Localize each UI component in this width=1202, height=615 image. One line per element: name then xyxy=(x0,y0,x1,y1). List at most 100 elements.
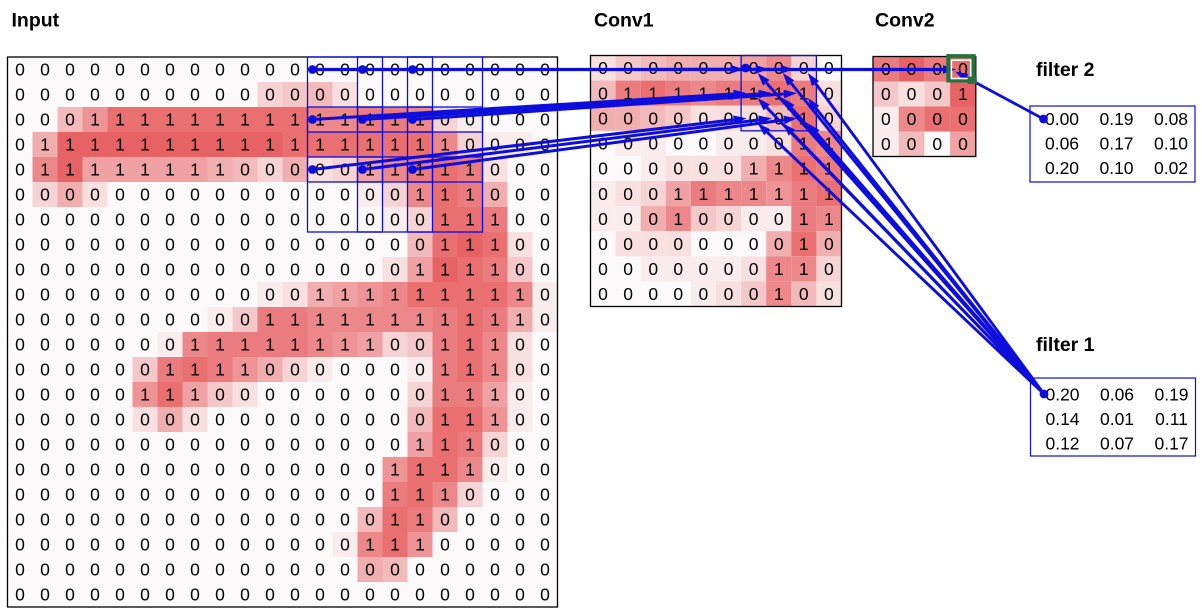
svg-text:0: 0 xyxy=(40,85,50,105)
svg-text:0: 0 xyxy=(340,160,350,180)
svg-text:1: 1 xyxy=(465,360,475,380)
svg-text:Conv2: Conv2 xyxy=(875,10,935,32)
svg-text:0: 0 xyxy=(40,285,50,305)
svg-text:0: 0 xyxy=(240,260,250,280)
svg-text:0: 0 xyxy=(515,185,525,205)
svg-text:0: 0 xyxy=(140,60,150,80)
svg-text:1: 1 xyxy=(824,159,834,179)
svg-text:0: 0 xyxy=(907,84,917,104)
svg-text:0: 0 xyxy=(215,410,225,430)
svg-text:0: 0 xyxy=(465,135,475,155)
svg-text:0: 0 xyxy=(90,185,100,205)
svg-text:1: 1 xyxy=(490,335,500,355)
svg-text:0: 0 xyxy=(140,85,150,105)
svg-text:0: 0 xyxy=(749,209,759,229)
svg-text:0.07: 0.07 xyxy=(1100,434,1134,454)
svg-text:0: 0 xyxy=(115,360,125,380)
svg-text:0: 0 xyxy=(540,335,550,355)
svg-text:0: 0 xyxy=(265,235,275,255)
svg-text:0: 0 xyxy=(40,235,50,255)
svg-text:0: 0 xyxy=(265,210,275,230)
svg-text:0: 0 xyxy=(907,109,917,129)
svg-text:0: 0 xyxy=(390,210,400,230)
svg-text:0: 0 xyxy=(540,510,550,530)
svg-text:1: 1 xyxy=(390,110,400,130)
svg-text:0: 0 xyxy=(724,234,734,254)
svg-text:0: 0 xyxy=(240,310,250,330)
svg-text:0: 0 xyxy=(65,385,75,405)
svg-text:0: 0 xyxy=(40,185,50,205)
svg-text:0.19: 0.19 xyxy=(1099,109,1133,129)
svg-text:0: 0 xyxy=(340,85,350,105)
svg-text:0: 0 xyxy=(315,435,325,455)
svg-text:0: 0 xyxy=(215,535,225,555)
svg-text:0: 0 xyxy=(190,535,200,555)
svg-text:0: 0 xyxy=(90,335,100,355)
svg-text:0: 0 xyxy=(515,410,525,430)
svg-text:0: 0 xyxy=(115,85,125,105)
svg-text:0: 0 xyxy=(465,85,475,105)
svg-text:1: 1 xyxy=(958,84,968,104)
svg-text:1: 1 xyxy=(115,160,125,180)
svg-text:Input: Input xyxy=(12,10,60,32)
svg-text:0: 0 xyxy=(290,485,300,505)
svg-text:filter 1: filter 1 xyxy=(1036,334,1095,356)
svg-text:1: 1 xyxy=(315,335,325,355)
svg-text:0: 0 xyxy=(265,560,275,580)
svg-text:1: 1 xyxy=(440,435,450,455)
svg-text:0: 0 xyxy=(824,109,834,129)
svg-text:1: 1 xyxy=(365,335,375,355)
svg-text:0: 0 xyxy=(490,510,500,530)
svg-text:1: 1 xyxy=(440,360,450,380)
svg-text:0: 0 xyxy=(390,360,400,380)
svg-text:0: 0 xyxy=(623,159,633,179)
svg-text:Conv1: Conv1 xyxy=(594,10,654,32)
svg-text:0: 0 xyxy=(907,134,917,154)
svg-text:1: 1 xyxy=(440,285,450,305)
svg-text:0: 0 xyxy=(215,85,225,105)
svg-text:1: 1 xyxy=(490,285,500,305)
svg-text:0: 0 xyxy=(290,585,300,605)
svg-text:0: 0 xyxy=(724,284,734,304)
svg-text:1: 1 xyxy=(465,185,475,205)
svg-text:1: 1 xyxy=(440,185,450,205)
svg-text:0: 0 xyxy=(265,185,275,205)
svg-text:0: 0 xyxy=(515,85,525,105)
svg-text:0: 0 xyxy=(774,209,784,229)
svg-text:0: 0 xyxy=(240,435,250,455)
svg-text:0: 0 xyxy=(598,284,608,304)
svg-text:0: 0 xyxy=(40,260,50,280)
svg-text:0: 0 xyxy=(90,60,100,80)
svg-text:0: 0 xyxy=(40,335,50,355)
svg-text:0: 0 xyxy=(165,235,175,255)
svg-text:0: 0 xyxy=(365,210,375,230)
svg-text:0: 0 xyxy=(340,510,350,530)
svg-text:0: 0 xyxy=(465,585,475,605)
svg-text:1: 1 xyxy=(365,310,375,330)
svg-text:1: 1 xyxy=(440,410,450,430)
svg-text:0: 0 xyxy=(490,185,500,205)
svg-text:0: 0 xyxy=(265,360,275,380)
svg-text:0: 0 xyxy=(515,560,525,580)
svg-text:0: 0 xyxy=(15,585,25,605)
svg-text:0: 0 xyxy=(315,585,325,605)
svg-text:1: 1 xyxy=(340,335,350,355)
svg-text:1: 1 xyxy=(290,110,300,130)
svg-text:0: 0 xyxy=(515,360,525,380)
svg-text:0: 0 xyxy=(65,335,75,355)
svg-text:1: 1 xyxy=(190,385,200,405)
svg-text:1: 1 xyxy=(390,135,400,155)
svg-text:1: 1 xyxy=(190,335,200,355)
svg-text:1: 1 xyxy=(699,83,709,103)
svg-text:0: 0 xyxy=(90,235,100,255)
svg-text:0: 0 xyxy=(623,234,633,254)
svg-text:0: 0 xyxy=(290,210,300,230)
svg-text:0: 0 xyxy=(648,209,658,229)
svg-text:0: 0 xyxy=(240,535,250,555)
svg-text:1: 1 xyxy=(824,209,834,229)
svg-text:1: 1 xyxy=(390,285,400,305)
svg-text:0: 0 xyxy=(540,235,550,255)
svg-text:0: 0 xyxy=(65,110,75,130)
svg-text:0: 0 xyxy=(65,410,75,430)
svg-text:0: 0 xyxy=(90,460,100,480)
